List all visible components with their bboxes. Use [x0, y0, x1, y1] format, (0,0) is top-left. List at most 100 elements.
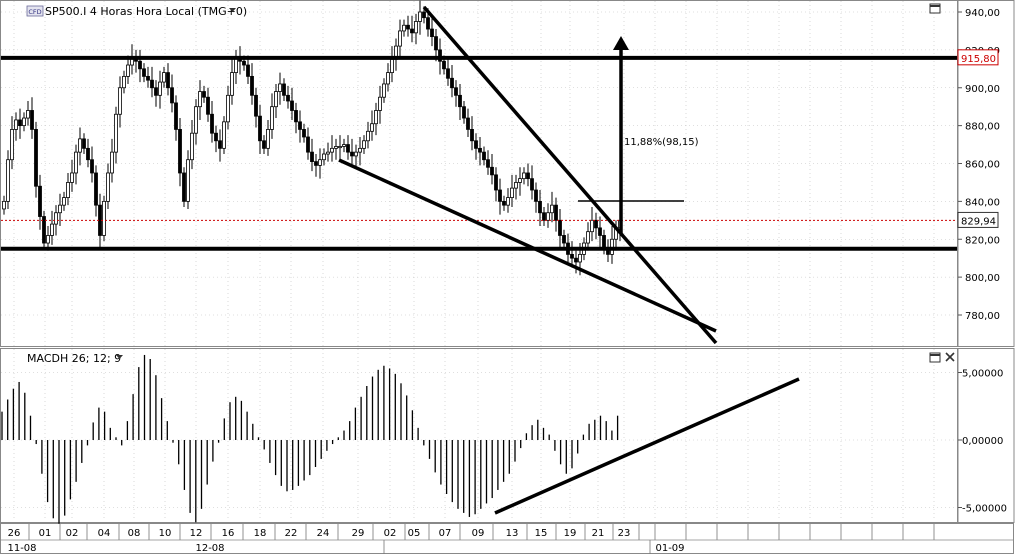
- macd-maximize-icon[interactable]: [929, 352, 941, 363]
- candle-body: [506, 197, 510, 206]
- date-tick-label: 09: [472, 528, 485, 539]
- candle-body: [474, 140, 478, 149]
- maximize-icon[interactable]: [929, 3, 941, 14]
- candle-body: [362, 140, 366, 149]
- candle-body: [382, 83, 386, 98]
- date-tick-label: 19: [564, 528, 577, 539]
- candle-body: [510, 187, 514, 198]
- candle-body: [470, 129, 474, 142]
- candle-body: [178, 129, 182, 174]
- candle-body: [578, 253, 582, 263]
- date-tick-label: 02: [66, 528, 79, 539]
- candle-body: [458, 94, 462, 108]
- candle-body: [258, 115, 262, 142]
- candle-body: [518, 178, 522, 183]
- candle-body: [430, 28, 434, 38]
- measure-label: 11,88%(98,15): [624, 137, 699, 148]
- candle-body: [202, 91, 206, 98]
- date-axis: [0, 523, 1014, 554]
- price-tick-label: 880,00: [965, 122, 1000, 133]
- candle-body: [58, 204, 62, 214]
- resistance-price-badge: [957, 49, 999, 66]
- candle-body: [126, 64, 130, 77]
- candle-body: [14, 119, 18, 130]
- candle-body: [378, 96, 382, 111]
- candle-body: [294, 110, 298, 123]
- last-price-label: 829,94: [961, 216, 996, 227]
- candle-body: [118, 87, 122, 115]
- month-label: 11-08: [7, 543, 36, 554]
- candle-body: [322, 153, 326, 161]
- candle-body: [246, 64, 250, 77]
- macd-trendline: [494, 377, 800, 515]
- candle-body: [354, 151, 358, 157]
- candle-body: [74, 151, 78, 174]
- candle-body: [426, 17, 430, 30]
- date-tick-label: 12: [190, 528, 203, 539]
- lower-wedge-line: [338, 158, 717, 333]
- candle-body: [498, 189, 502, 202]
- date-tick-label: 02: [384, 528, 397, 539]
- candle-body: [490, 166, 494, 176]
- candle-body: [158, 81, 162, 96]
- candle-body: [282, 83, 286, 96]
- price-panel-title: SP500.I 4 Horas Hora Local (TMG+0): [45, 5, 247, 18]
- candle-body: [478, 147, 482, 153]
- candle-body: [422, 11, 426, 19]
- candle-body: [210, 113, 214, 134]
- candle-body: [278, 83, 282, 92]
- title-dropdown-icon[interactable]: [229, 8, 236, 12]
- candle-body: [366, 130, 370, 142]
- candle-body: [250, 75, 254, 96]
- candle-body: [454, 87, 458, 96]
- date-tick-label: 05: [408, 528, 421, 539]
- candle-body: [390, 58, 394, 73]
- candle-body: [38, 185, 42, 217]
- date-tick-label: 01: [39, 528, 52, 539]
- date-tick-label: 10: [159, 528, 172, 539]
- candle-body: [102, 200, 106, 236]
- macd-dropdown-icon[interactable]: [116, 355, 123, 359]
- candle-body: [242, 60, 246, 66]
- close-icon[interactable]: [945, 352, 955, 362]
- candle-body: [522, 172, 526, 180]
- resistance-price-label: 915,80: [961, 54, 996, 65]
- candle-body: [54, 212, 58, 225]
- candle-body: [502, 200, 506, 206]
- candle-body: [546, 212, 550, 221]
- macd-panel: [0, 348, 958, 523]
- candle-body: [446, 68, 450, 79]
- month-label: 12-08: [195, 543, 224, 554]
- trendlines: [1, 5, 957, 515]
- candle-body: [46, 235, 50, 244]
- cfd-badge-label: CFD: [28, 8, 41, 16]
- candle-body: [586, 231, 590, 244]
- date-tick-label: 29: [352, 528, 365, 539]
- candle-body: [194, 106, 198, 134]
- price-tick-label: 940,00: [965, 8, 1000, 19]
- candle-body: [182, 172, 186, 202]
- candle-body: [254, 94, 258, 117]
- price-tick-label: 840,00: [965, 197, 1000, 208]
- candle-body: [318, 159, 322, 166]
- candle-body: [218, 140, 222, 149]
- candle-body: [562, 235, 566, 244]
- price-tick-label: 800,00: [965, 273, 1000, 284]
- candle-body: [122, 75, 126, 89]
- candle-body: [598, 227, 602, 236]
- candle-body: [86, 147, 90, 161]
- price-series: [2, 0, 622, 276]
- candle-body: [274, 91, 278, 108]
- candle-body: [186, 159, 190, 202]
- macd-tick-label: -5,00000: [962, 504, 1007, 515]
- candle-body: [314, 161, 318, 166]
- date-tick-label: 23: [618, 528, 631, 539]
- candle-body: [374, 110, 378, 125]
- candle-body: [6, 159, 10, 202]
- candle-body: [310, 151, 314, 163]
- candle-body: [170, 87, 174, 104]
- date-tick-label: 16: [222, 528, 235, 539]
- axis-labels: 940,00920,00900,00880,00860,00840,00820,…: [0, 8, 1014, 554]
- candle-body: [534, 189, 538, 202]
